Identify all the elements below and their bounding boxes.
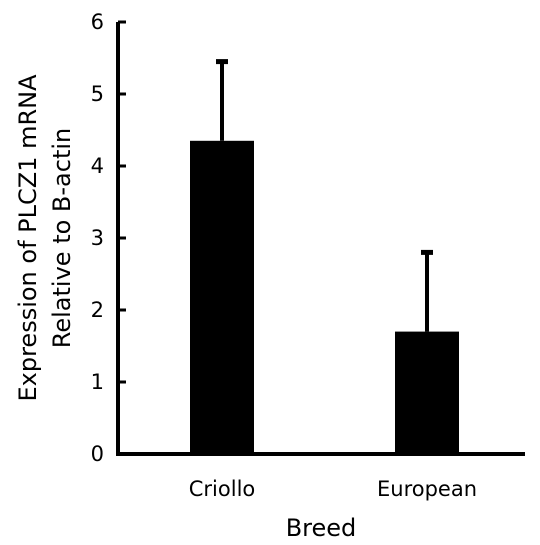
- y-axis-title-line-2: Relative to B-actin: [48, 128, 76, 348]
- y-ticks: 0 1 2 3 4 5 6: [91, 10, 126, 466]
- y-tick-label: 2: [91, 298, 104, 322]
- x-category-label: European: [377, 477, 477, 501]
- bar-european: [395, 331, 459, 454]
- axes: [116, 22, 525, 456]
- y-tick-label: 3: [91, 226, 104, 250]
- y-axis-title-line-1: Expression of PLCZ1 mRNA: [14, 74, 42, 402]
- error-bars: [216, 59, 433, 332]
- y-tick-label: 1: [91, 370, 104, 394]
- y-tick-label: 4: [91, 154, 104, 178]
- x-category-labels: Criollo European: [189, 477, 477, 501]
- y-axis-title: Expression of PLCZ1 mRNA Relative to B-a…: [14, 74, 76, 402]
- bars: [190, 140, 459, 455]
- x-axis-title: Breed: [286, 514, 357, 542]
- y-tick-label: 0: [91, 442, 104, 466]
- bar-criollo: [190, 140, 254, 455]
- y-tick-label: 5: [91, 82, 104, 106]
- y-tick-label: 6: [91, 10, 104, 34]
- x-category-label: Criollo: [189, 477, 256, 501]
